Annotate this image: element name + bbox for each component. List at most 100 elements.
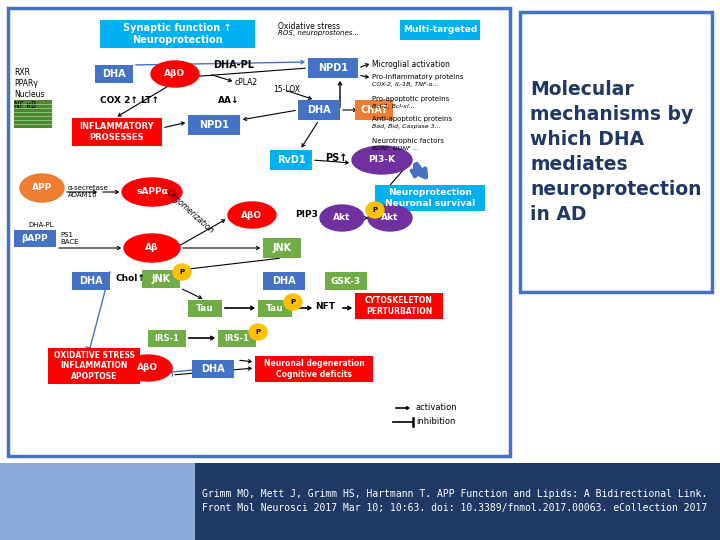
Bar <box>263 272 305 290</box>
Ellipse shape <box>368 205 412 231</box>
Text: Pro-inflammatory proteins: Pro-inflammatory proteins <box>372 74 464 80</box>
Text: inhibition: inhibition <box>416 417 455 427</box>
Bar <box>263 238 301 258</box>
Text: DHA: DHA <box>102 69 126 79</box>
Ellipse shape <box>124 234 180 262</box>
Text: 15-LOX: 15-LOX <box>273 85 300 94</box>
Ellipse shape <box>228 202 276 228</box>
Text: Tau: Tau <box>266 304 284 313</box>
Text: Chol↑: Chol↑ <box>116 274 146 283</box>
Ellipse shape <box>124 355 172 381</box>
Text: PIP3: PIP3 <box>295 210 318 219</box>
Text: Synaptic function ↑
Neuroprotection: Synaptic function ↑ Neuroprotection <box>123 23 232 45</box>
Bar <box>298 100 340 120</box>
Ellipse shape <box>352 146 412 174</box>
Ellipse shape <box>320 205 364 231</box>
Text: P: P <box>256 329 261 335</box>
Text: cPLA2: cPLA2 <box>235 78 258 87</box>
Text: α-secretase
ADAM10: α-secretase ADAM10 <box>68 185 109 198</box>
Text: P: P <box>372 207 377 213</box>
Text: PI3-K: PI3-K <box>369 156 395 165</box>
Text: Anti-apoptotic proteins: Anti-apoptotic proteins <box>372 116 452 122</box>
Ellipse shape <box>173 264 191 280</box>
Bar <box>14 100 52 128</box>
Bar <box>270 150 312 170</box>
Bar <box>188 300 222 317</box>
Text: DHA: DHA <box>272 276 296 286</box>
Text: activation: activation <box>416 403 458 413</box>
Text: NPD1: NPD1 <box>318 63 348 73</box>
Bar <box>258 300 292 317</box>
Bar <box>308 58 358 78</box>
Text: AβO: AβO <box>164 70 186 78</box>
Text: COX-2, IL-1B, TNF-α...: COX-2, IL-1B, TNF-α... <box>372 82 438 87</box>
Bar <box>148 330 186 347</box>
Bar <box>400 20 480 40</box>
Text: NFT: NFT <box>315 302 335 311</box>
Text: JNK: JNK <box>151 274 171 284</box>
Text: Grimm MO, Mett J, Grimm HS, Hartmann T. APP Function and Lipids: A Bidirectional: Grimm MO, Mett J, Grimm HS, Hartmann T. … <box>202 489 708 513</box>
Text: AβO: AβO <box>241 211 263 219</box>
Text: RvD1: RvD1 <box>276 155 305 165</box>
Text: Tau: Tau <box>196 304 214 313</box>
Text: AA↓: AA↓ <box>218 96 240 105</box>
Ellipse shape <box>151 61 199 87</box>
Bar <box>48 348 140 384</box>
Ellipse shape <box>284 294 302 310</box>
Bar <box>255 356 373 382</box>
Bar <box>195 463 720 540</box>
Text: Akt: Akt <box>382 213 399 222</box>
Bar <box>355 293 443 319</box>
Text: Neuronal degeneration
Cognitive deficits: Neuronal degeneration Cognitive deficits <box>264 359 364 379</box>
Bar <box>0 463 195 540</box>
Text: Bad, Bid, Caspase 3...: Bad, Bid, Caspase 3... <box>372 124 441 129</box>
Bar <box>95 65 133 83</box>
Text: BDNF, GDNF ...: BDNF, GDNF ... <box>372 146 418 151</box>
Text: JNK: JNK <box>272 243 292 253</box>
Bar <box>355 100 393 120</box>
Bar <box>375 185 485 211</box>
Text: βAPP: βAPP <box>22 234 48 243</box>
Bar <box>14 230 56 247</box>
Bar <box>218 330 256 347</box>
Text: Multi-targeted: Multi-targeted <box>403 25 477 35</box>
Text: Microglial activation: Microglial activation <box>372 60 450 69</box>
Text: Oligomerization: Oligomerization <box>165 188 215 235</box>
Bar <box>72 118 162 146</box>
Bar <box>72 272 110 290</box>
Text: NPD1: NPD1 <box>199 120 229 130</box>
Text: AβO: AβO <box>138 363 158 373</box>
Text: INFLAMMATORY
PROSESSES: INFLAMMATORY PROSESSES <box>80 122 154 141</box>
Text: P: P <box>179 269 184 275</box>
Bar <box>192 360 234 378</box>
Text: OXIDATIVE STRESS
INFLAMMATION
APOPTOSE: OXIDATIVE STRESS INFLAMMATION APOPTOSE <box>53 351 135 381</box>
Text: GSK-3: GSK-3 <box>331 276 361 286</box>
Ellipse shape <box>249 324 267 340</box>
Text: sAPPα: sAPPα <box>136 187 168 197</box>
Text: IRS-1: IRS-1 <box>155 334 179 343</box>
Text: Oxidative stress: Oxidative stress <box>278 22 340 31</box>
Bar <box>142 270 180 288</box>
Text: DHA: DHA <box>307 105 330 115</box>
Text: PS↑: PS↑ <box>325 153 347 163</box>
Text: APP: APP <box>32 184 52 192</box>
Text: ChAT: ChAT <box>360 105 388 115</box>
Text: Aβ: Aβ <box>145 244 158 253</box>
Text: RXR
PPARγ
Nucleus
NF κB: RXR PPARγ Nucleus NF κB <box>14 68 45 110</box>
Text: IRS-1: IRS-1 <box>225 334 250 343</box>
Ellipse shape <box>20 174 64 202</box>
Text: Bcl-2, Bcl-xl...: Bcl-2, Bcl-xl... <box>372 104 415 109</box>
Bar <box>325 272 367 290</box>
Text: Neuroprotection
Neuronal survival: Neuroprotection Neuronal survival <box>385 188 475 208</box>
Text: Pro-apoptotic proteins: Pro-apoptotic proteins <box>372 96 449 102</box>
Text: DHA: DHA <box>201 364 225 374</box>
Text: Molecular
mechanisms by
which DHA
mediates
neuroprotection
in AD: Molecular mechanisms by which DHA mediat… <box>530 80 702 224</box>
Text: Neurotrophic factors: Neurotrophic factors <box>372 138 444 144</box>
Text: ROS, neuroprostones...: ROS, neuroprostones... <box>278 30 359 36</box>
Bar <box>8 8 510 456</box>
Bar <box>100 20 255 48</box>
Text: P: P <box>290 299 296 305</box>
Text: PS1
BACE: PS1 BACE <box>60 232 78 245</box>
Bar <box>188 115 240 135</box>
Text: DHA-PL: DHA-PL <box>213 60 254 70</box>
